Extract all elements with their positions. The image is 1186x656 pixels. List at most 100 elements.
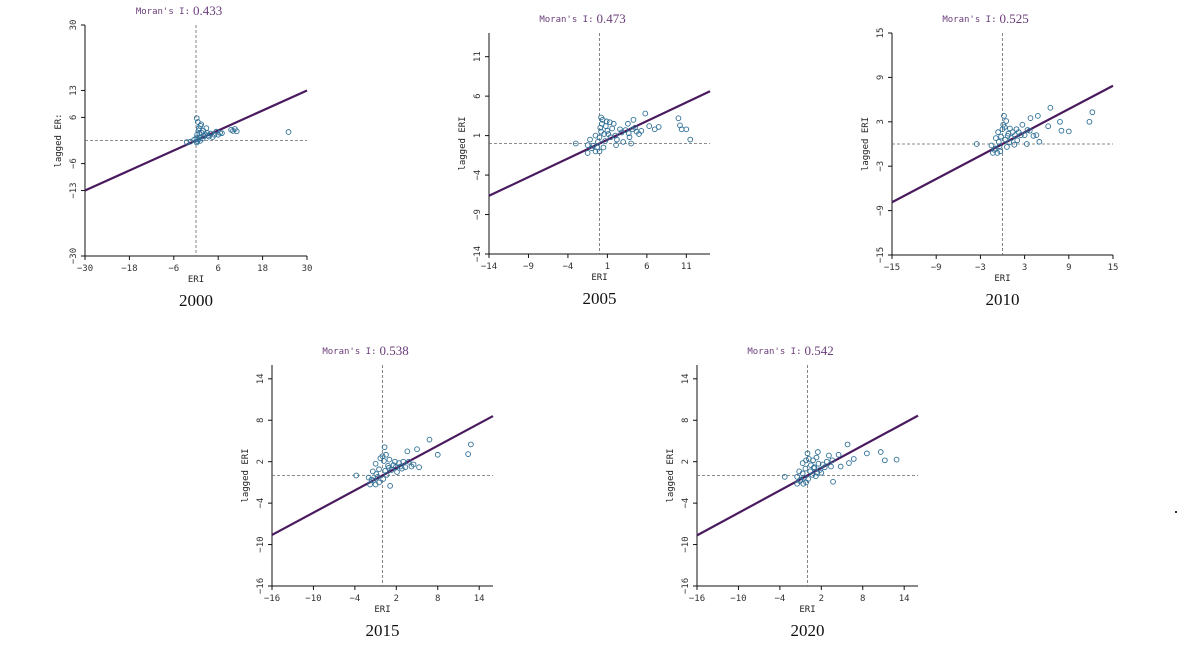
data-point xyxy=(807,468,814,475)
data-point xyxy=(804,450,811,457)
data-point xyxy=(1026,127,1033,134)
data-point xyxy=(1014,137,1021,144)
y-tick-label: 2 xyxy=(256,459,266,464)
y-tick-label: 3 xyxy=(876,119,886,124)
data-point xyxy=(630,116,637,123)
data-point xyxy=(799,460,806,466)
data-point xyxy=(810,465,817,471)
y-tick-label: −10 xyxy=(256,536,266,552)
y-tick-label: −16 xyxy=(256,578,266,594)
data-point xyxy=(416,464,422,471)
moran-title-label: Moran's I: xyxy=(942,15,996,25)
data-point xyxy=(584,142,591,148)
data-point xyxy=(376,466,382,473)
x-tick-label: −4 xyxy=(563,262,574,272)
x-tick-label: 6 xyxy=(215,264,220,274)
data-point xyxy=(204,132,211,139)
data-point xyxy=(398,465,405,472)
x-tick-label: −16 xyxy=(264,594,280,604)
data-point xyxy=(193,115,200,122)
data-point xyxy=(196,130,203,137)
data-point xyxy=(850,456,857,462)
data-point xyxy=(1086,118,1093,125)
data-point xyxy=(794,474,800,480)
data-point xyxy=(796,468,803,475)
data-point xyxy=(587,136,593,143)
data-point xyxy=(604,128,611,134)
data-point xyxy=(993,135,999,141)
data-point xyxy=(837,463,844,470)
y-tick-label: −4 xyxy=(681,498,691,509)
data-point xyxy=(1012,132,1018,138)
x-axis-title: ERI xyxy=(591,273,607,283)
data-point xyxy=(998,133,1004,140)
y-tick-label: 14 xyxy=(681,373,691,384)
y-tick-label: −9 xyxy=(473,209,483,220)
data-point xyxy=(602,138,608,144)
data-point xyxy=(194,138,201,145)
data-point xyxy=(1013,126,1020,133)
data-point xyxy=(626,134,633,141)
panel-2015: −16 −10 −4 2 8 14 −16 −10 −4 2 8 14 Moran's I: 0.538 E… xyxy=(241,343,494,640)
data-point xyxy=(826,452,832,459)
data-point xyxy=(1089,109,1096,116)
data-point xyxy=(881,457,888,464)
data-point xyxy=(994,150,1001,156)
data-point xyxy=(381,444,388,451)
data-point xyxy=(285,129,292,135)
data-point xyxy=(797,478,803,484)
data-point xyxy=(846,460,852,466)
data-point xyxy=(1065,128,1072,135)
data-point xyxy=(584,150,591,156)
data-point xyxy=(373,471,380,477)
x-tick-label: 6 xyxy=(644,262,649,272)
y-tick-label: 15 xyxy=(876,28,886,39)
x-tick-label: −14 xyxy=(481,262,497,272)
moran-title-label: Moran's I: xyxy=(136,7,190,17)
panel-2000: −30 −18 −6 6 18 30 −30 −13 −6 6 13 30 Moran's I: 0.43… xyxy=(54,3,312,310)
data-point xyxy=(1047,104,1054,111)
data-point xyxy=(219,130,225,137)
data-point xyxy=(638,128,645,134)
y-tick-label: 2 xyxy=(681,459,691,464)
data-point xyxy=(613,142,619,148)
data-point xyxy=(602,123,609,129)
y-tick-label: −16 xyxy=(681,578,691,594)
data-point xyxy=(1001,113,1007,119)
x-tick-label: 1 xyxy=(605,262,610,272)
data-point xyxy=(197,138,203,144)
data-point xyxy=(193,139,200,146)
data-point xyxy=(810,457,816,464)
year-caption: 2000 xyxy=(179,291,213,310)
data-point xyxy=(997,148,1004,155)
x-axis-title: ERI xyxy=(188,275,204,285)
data-point xyxy=(687,136,694,143)
data-point xyxy=(376,479,382,486)
data-point xyxy=(572,140,579,147)
regression-line xyxy=(696,414,919,537)
data-point xyxy=(893,456,900,463)
y-tick-label: −3 xyxy=(876,161,886,172)
data-point xyxy=(614,136,620,143)
data-point xyxy=(646,123,653,129)
y-tick-label: 8 xyxy=(681,418,691,423)
data-point xyxy=(812,473,819,480)
data-point xyxy=(1023,141,1030,147)
x-tick-label: 14 xyxy=(474,594,485,604)
data-point xyxy=(605,131,612,137)
data-point xyxy=(187,138,194,145)
data-point xyxy=(402,464,409,471)
data-point xyxy=(802,465,809,472)
data-point xyxy=(387,483,393,489)
data-point xyxy=(394,469,400,475)
x-tick-label: −4 xyxy=(349,594,360,604)
data-point xyxy=(601,131,608,137)
data-point xyxy=(1030,133,1037,139)
y-tick-label: 6 xyxy=(473,93,483,98)
stray-dot xyxy=(1175,511,1177,513)
data-point xyxy=(404,448,411,455)
year-caption: 2020 xyxy=(791,621,825,640)
data-point xyxy=(1004,144,1010,150)
data-point xyxy=(1036,138,1043,145)
data-point xyxy=(592,132,599,139)
